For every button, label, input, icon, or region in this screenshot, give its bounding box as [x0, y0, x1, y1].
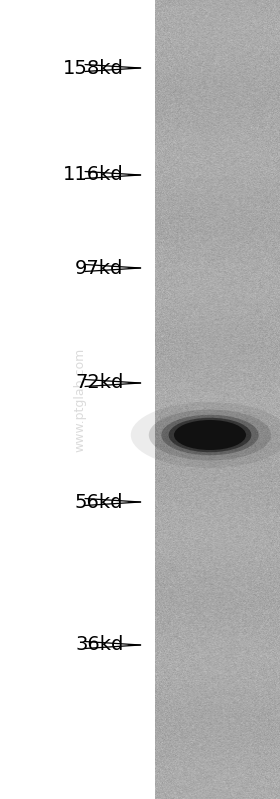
Text: 158kd: 158kd [62, 58, 123, 78]
Ellipse shape [149, 410, 271, 460]
Text: 97kd: 97kd [75, 259, 123, 277]
Ellipse shape [161, 415, 259, 455]
Text: 116kd: 116kd [63, 165, 123, 185]
Text: 72kd: 72kd [75, 373, 123, 392]
Ellipse shape [174, 420, 246, 450]
Ellipse shape [131, 402, 280, 468]
Text: www.ptglab.com: www.ptglab.com [73, 348, 87, 452]
Ellipse shape [169, 418, 251, 452]
Text: 56kd: 56kd [75, 492, 123, 511]
Bar [155, 0, 280, 799]
Text: 36kd: 36kd [75, 635, 123, 654]
